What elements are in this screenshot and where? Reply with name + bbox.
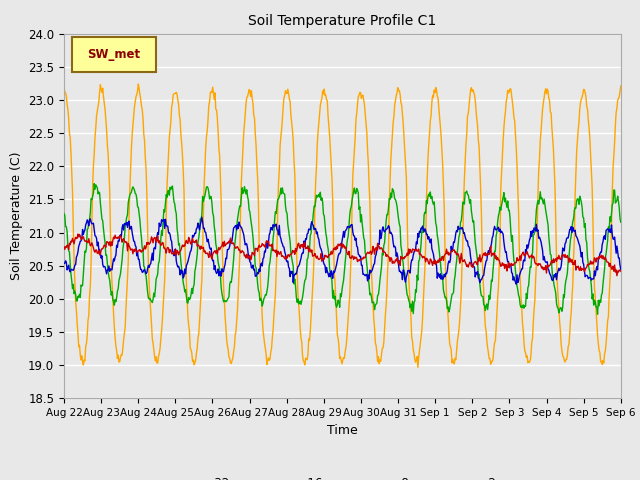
- X-axis label: Time: Time: [327, 424, 358, 437]
- Y-axis label: Soil Temperature (C): Soil Temperature (C): [10, 152, 22, 280]
- Legend: -32cm, -16cm, -8cm, -2cm: -32cm, -16cm, -8cm, -2cm: [166, 472, 518, 480]
- Title: Soil Temperature Profile C1: Soil Temperature Profile C1: [248, 14, 436, 28]
- Text: SW_met: SW_met: [88, 48, 141, 61]
- FancyBboxPatch shape: [72, 37, 156, 72]
